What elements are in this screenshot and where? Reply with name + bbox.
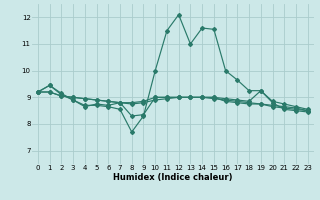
X-axis label: Humidex (Indice chaleur): Humidex (Indice chaleur) [113, 173, 233, 182]
